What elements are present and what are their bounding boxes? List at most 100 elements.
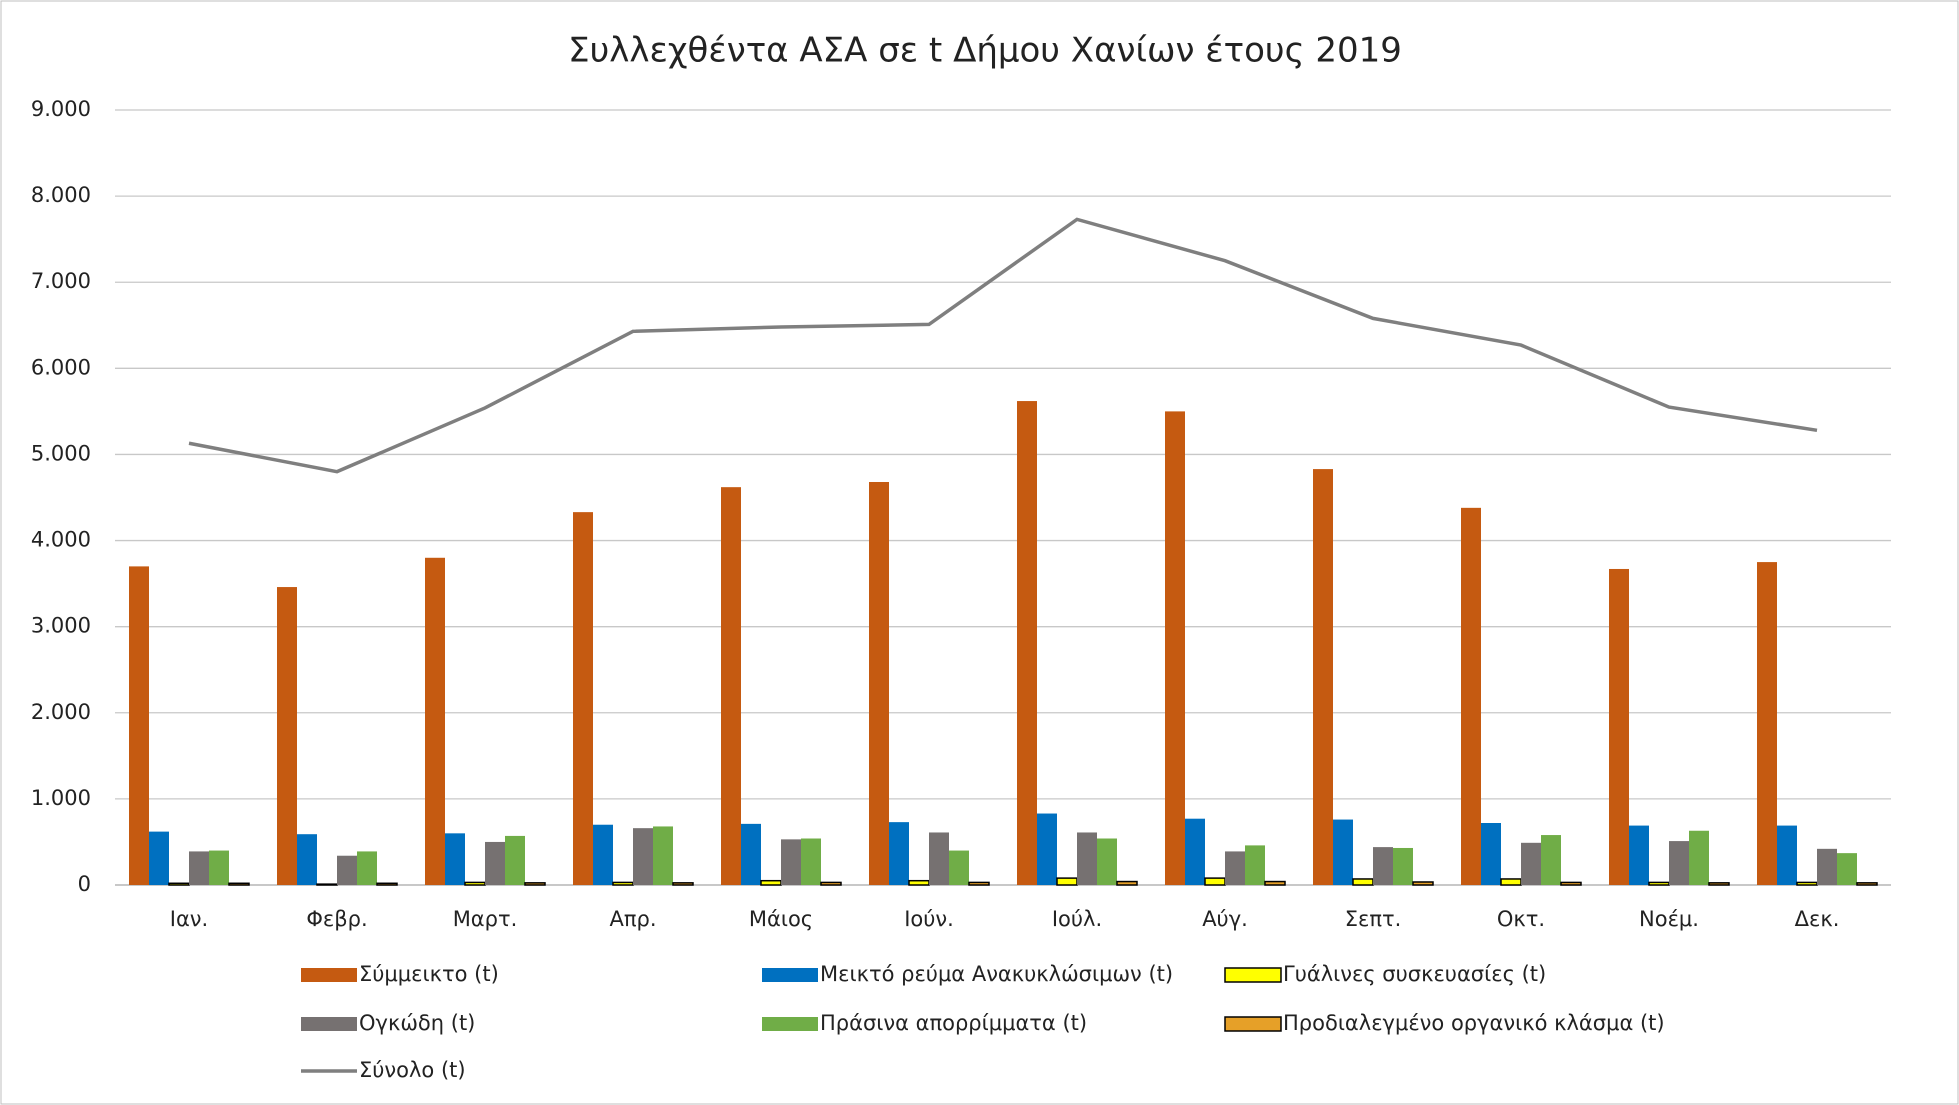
x-tick-label: Αύγ. [1202,907,1248,931]
bar [1560,881,1582,886]
bar [1225,851,1245,885]
legend-swatch [1224,967,1282,983]
y-tick-label: 6.000 [31,355,91,379]
bar [633,828,653,885]
bar [889,822,909,885]
x-tick-label: Νοέμ. [1639,907,1699,931]
x-tick-label: Ιαν. [170,907,208,931]
legend-swatch [762,968,818,982]
bar [1204,877,1226,886]
bar [1165,411,1185,885]
bar [1757,562,1777,885]
bar [1648,881,1670,886]
bar [445,833,465,885]
bar [908,879,930,886]
bar [1412,881,1434,886]
bar [1521,842,1541,885]
bar [1796,881,1818,886]
bar [653,826,673,885]
bar [168,882,190,886]
bar [189,851,209,885]
y-tick-label: 7.000 [31,269,91,293]
legend-label: Γυάλινες συσκευασίες (t) [1283,962,1546,986]
legend-swatch [301,968,357,982]
bar [1629,825,1649,885]
bar [357,851,377,885]
bar [316,883,338,886]
x-tick-label: Σεπτ. [1345,907,1402,931]
bar [1017,401,1037,885]
bar [1481,823,1501,885]
bar [1837,853,1857,885]
bar [376,882,398,886]
bar [1777,825,1797,885]
bar [1373,847,1393,885]
legend-swatch [1224,1016,1282,1032]
bar [485,841,505,885]
bar [209,850,229,885]
bar [929,832,949,885]
bar [869,482,889,885]
y-tick-label: 8.000 [31,183,91,207]
bar [297,834,317,885]
bar [1541,835,1561,885]
x-tick-label: Φεβρ. [306,907,367,931]
bar [1185,818,1205,885]
bar [1393,847,1413,885]
bar [149,831,169,885]
x-tick-label: Δεκ. [1795,907,1840,931]
bar [277,587,297,885]
bar [1333,819,1353,885]
legend-label: Προδιαλεγμένο οργανικό κλάσμα (t) [1283,1011,1665,1035]
bar [1313,469,1333,885]
legend-label: Μεικτό ρεύμα Ανακυκλώσιμων (t) [820,962,1173,986]
bar [129,566,149,885]
bar [820,881,842,886]
bar [1817,848,1837,885]
bar [760,879,782,886]
x-tick-label: Ιούν. [904,907,954,931]
bar [1352,878,1374,886]
bar [1500,878,1522,886]
bar [1856,882,1878,886]
bar [612,881,634,886]
y-tick-label: 4.000 [31,528,91,552]
bar [968,881,990,886]
legend-label: Σύνολο (t) [359,1058,466,1082]
bar [464,881,486,886]
bar [505,835,525,885]
legend-label: Πράσινα απορρίμματα (t) [820,1011,1087,1035]
legend-swatch [301,1017,357,1031]
bar [1461,507,1481,885]
bar [1097,838,1117,885]
bar [1116,880,1138,886]
bar [721,487,741,885]
x-tick-label: Ιούλ. [1052,907,1102,931]
line [188,217,1818,474]
y-tick-label: 5.000 [31,441,91,465]
y-tick-label: 9.000 [31,97,91,121]
bar [524,882,546,886]
legend-swatch [762,1017,818,1031]
bar [741,823,761,885]
bar [1669,841,1689,885]
bar [1077,832,1097,885]
legend-label: Ογκώδη (t) [359,1011,475,1035]
bar [593,824,613,885]
x-tick-label: Απρ. [609,907,656,931]
chart-title: Συλλεχθέντα ΑΣΑ σε t Δήμου Χανίων έτους … [568,31,1402,71]
bar [425,557,445,885]
legend-label: Σύμμεικτο (t) [359,962,499,986]
bar [1056,877,1078,886]
bar [1609,568,1629,885]
bar [1245,845,1265,885]
x-tick-label: Οκτ. [1497,907,1545,931]
bar [781,839,801,885]
y-tick-label: 1.000 [31,786,91,810]
bar [573,512,593,885]
bar [1037,813,1057,885]
bar [1264,880,1286,886]
y-tick-label: 3.000 [31,614,91,638]
